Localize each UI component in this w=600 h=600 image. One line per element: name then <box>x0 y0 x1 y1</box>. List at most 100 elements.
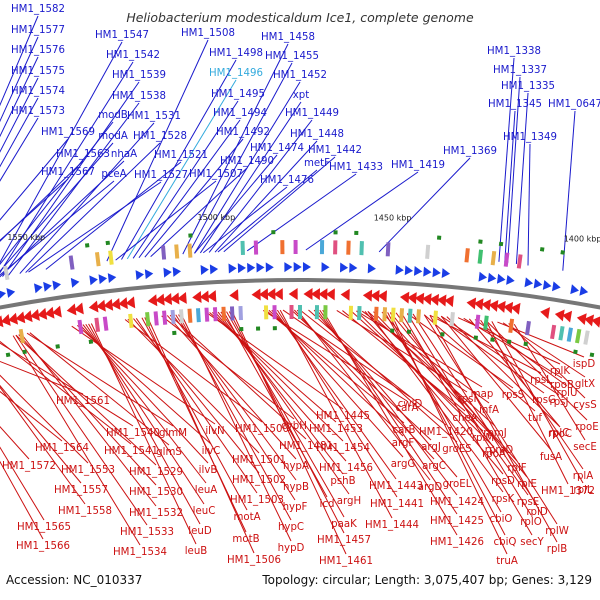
gene-label-bottom: HM1_1541 <box>104 446 158 457</box>
gene-label-bottom-connector <box>0 342 134 427</box>
gene-label-bottom-connector <box>322 309 458 536</box>
reverse-gene-arrow <box>37 307 48 320</box>
forward-gene-arrow <box>135 270 145 281</box>
reverse-gene-arrow <box>303 288 313 301</box>
gene-label-bottom-connector <box>144 317 247 533</box>
reverse-gene-arrow <box>118 297 128 310</box>
reverse-gene-arrow <box>155 293 165 306</box>
gene-label-bottom: cwlD <box>398 399 423 410</box>
cog-block-forward <box>464 248 470 263</box>
cog-block-forward <box>187 243 193 258</box>
gene-label-bottom-connector <box>389 312 508 555</box>
gene-label-top: metF <box>304 158 330 169</box>
gene-label-bottom-connector <box>178 314 292 521</box>
reverse-gene-arrow <box>88 300 99 313</box>
scale-label: 1550 kbp <box>7 233 45 242</box>
rna-marker <box>188 233 193 238</box>
cog-block-forward <box>385 242 391 257</box>
gene-label-bottom: rpsG <box>532 395 556 406</box>
gene-label-top: HM1_1542 <box>106 50 160 61</box>
gene-label-bottom-connector <box>0 446 45 521</box>
cog-block-reverse <box>508 318 515 334</box>
gene-label-bottom: hypB <box>283 482 309 493</box>
reverse-gene-arrow <box>503 301 514 314</box>
gene-label-bottom: rpmJ <box>483 428 507 439</box>
gene-label-top: HM1_1521 <box>154 150 208 161</box>
gene-label-top: HM1_0647 <box>548 99 600 110</box>
reverse-gene-arrow <box>310 288 320 301</box>
reverse-gene-arrow <box>466 297 477 310</box>
reverse-gene-arrow <box>576 313 587 326</box>
gene-label-bottom-connector <box>401 312 533 536</box>
cog-block-reverse <box>298 305 302 319</box>
gene-label-bottom-connector <box>220 311 350 495</box>
gene-label-top-connector <box>214 140 318 253</box>
gene-label-bottom-connector <box>356 310 495 448</box>
reverse-gene-arrow <box>192 290 202 303</box>
gene-label-top-connector <box>194 81 301 254</box>
gene-label-bottom-connector <box>282 309 411 398</box>
gene-label-bottom-connector <box>480 319 584 470</box>
forward-gene-arrow <box>98 274 108 285</box>
gene-label-top: HM1_1574 <box>11 86 65 97</box>
cog-block-reverse <box>407 308 413 323</box>
reverse-gene-arrow <box>414 292 425 305</box>
gene-label-bottom: rplB <box>547 544 567 555</box>
gene-label-top: HM1_1569 <box>41 127 95 138</box>
gene-label-top-connector <box>498 57 515 262</box>
gene-label-bottom: rpoE <box>575 422 598 433</box>
gene-label-bottom: HM1_1566 <box>16 541 70 552</box>
gene-label-bottom: gltX <box>575 379 595 390</box>
gene-label-bottom: hypD <box>278 543 305 554</box>
reverse-gene-arrow <box>370 289 380 302</box>
gene-label-bottom: HM1_1503 <box>230 495 284 506</box>
gene-label-top-connector <box>0 61 134 274</box>
reverse-gene-arrow <box>488 300 499 312</box>
forward-gene-arrow <box>321 262 330 273</box>
reverse-gene-arrow <box>318 288 328 301</box>
gene-label-top: xpt <box>293 90 310 101</box>
reverse-gene-arrow <box>377 290 387 303</box>
reverse-gene-arrow <box>147 294 158 307</box>
gene-label-bottom: rpsI <box>458 394 477 405</box>
gene-label-top-connector <box>188 62 293 254</box>
gene-label-bottom: rpsD <box>491 476 515 487</box>
rna-marker <box>539 247 545 252</box>
forward-gene-arrow <box>413 265 423 276</box>
cog-block-reverse <box>145 312 151 327</box>
gene-label-top-connector <box>199 101 302 254</box>
gene-label-bottom-connector <box>226 311 345 518</box>
rna-marker <box>523 341 528 347</box>
cog-block-reverse <box>170 309 176 325</box>
reverse-gene-arrow <box>325 288 335 301</box>
forward-gene-arrow <box>524 277 534 288</box>
gene-label-bottom-connector <box>141 317 248 511</box>
gene-label-bottom: rplD <box>526 507 547 518</box>
gene-label-bottom-connector <box>412 313 538 506</box>
forward-gene-arrow <box>478 271 488 282</box>
forward-gene-arrow <box>265 262 274 273</box>
gene-label-top: HM1_1539 <box>112 70 166 81</box>
gene-label-top: HM1_1527 <box>134 170 188 181</box>
reverse-gene-arrow <box>562 310 573 323</box>
gene-label-bottom: HM1_1564 <box>35 443 89 454</box>
reverse-gene-arrow <box>66 303 77 316</box>
gene-label-top: HM1_1442 <box>308 145 362 156</box>
gene-label-top: HM1_1547 <box>95 30 149 41</box>
gene-label-bottom: fusA <box>540 452 562 463</box>
gene-label-bottom: motB <box>232 534 259 545</box>
gene-label-bottom: rpoB <box>550 380 574 391</box>
rna-marker <box>354 230 359 235</box>
gene-label-bottom: groES <box>442 444 472 455</box>
genome-backbone <box>0 278 600 310</box>
cog-block-reverse <box>390 307 396 322</box>
gene-label-bottom: HM1_1572 <box>2 461 56 472</box>
gene-label-bottom: HM1_1457 <box>317 535 371 546</box>
rna-marker <box>256 326 261 331</box>
gene-label-bottom-connector <box>463 317 563 379</box>
gene-label-bottom: HM1_1561 <box>56 396 110 407</box>
gene-label-bottom: carB <box>392 425 415 436</box>
rna-marker <box>506 339 512 344</box>
forward-gene-arrow <box>395 264 404 275</box>
gene-label-bottom: cbiO <box>490 514 513 525</box>
